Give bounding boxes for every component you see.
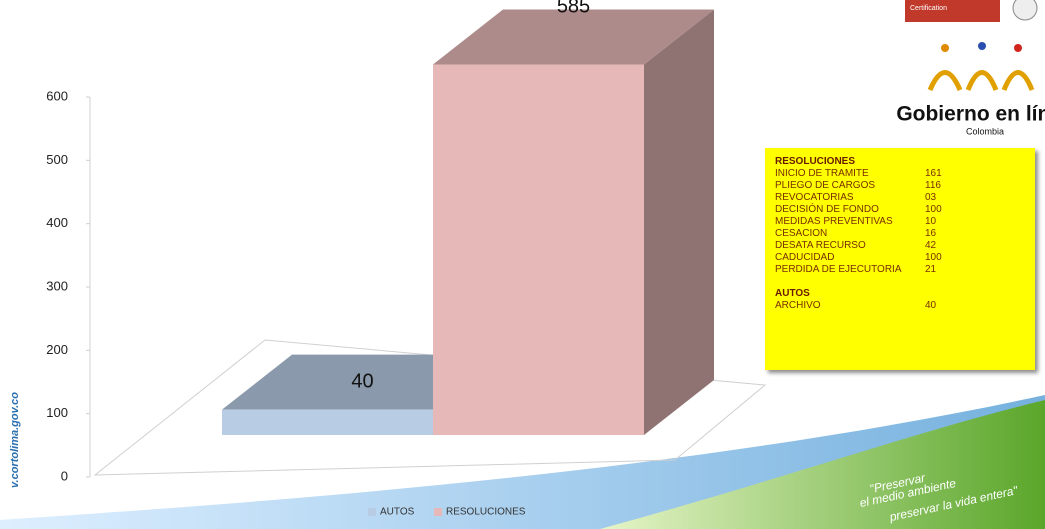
info-value: 116 (925, 180, 941, 191)
logo-country: Colombia (966, 126, 1004, 136)
info-title: RESOLUCIONES (775, 156, 856, 167)
info-label: DECISIÓN DE FONDO (775, 204, 879, 215)
legend-swatch (434, 508, 442, 516)
badge-text: Certification (910, 5, 947, 12)
website: v.cortolima.gov.co (9, 392, 21, 488)
legend-label: RESOLUCIONES (446, 507, 526, 518)
info-value: 40 (925, 300, 937, 311)
legend-swatch (368, 508, 376, 516)
info-label: CADUCIDAD (775, 252, 835, 263)
bar (433, 64, 644, 435)
info-label: CESACION (775, 228, 828, 239)
info-row: DECISIÓN DE FONDO 100 (775, 204, 1035, 216)
logo-name: Gobierno en línea (896, 103, 1045, 126)
decor-swoosh (600, 400, 1045, 529)
info-value: 21 (925, 264, 937, 275)
y-tick-label: 500 (46, 152, 68, 167)
info-title: AUTOS (775, 288, 810, 299)
logo-icon (941, 44, 949, 52)
bar-top (222, 354, 503, 410)
y-tick-label: 200 (46, 342, 68, 357)
legend-label: AUTOS (380, 507, 415, 518)
info-value: 42 (925, 240, 937, 251)
badge (905, 0, 1000, 22)
info-row: MEDIDAS PREVENTIVAS 10 (775, 216, 1035, 228)
seal (1012, 0, 1038, 21)
logo-icon (1014, 44, 1022, 52)
info-label: PERDIDA DE EJECUTORIA (775, 264, 902, 275)
info-box: RESOLUCIONES INICIO DE TRAMITE 161 PLIEGO … (765, 148, 1035, 370)
data-label: 40 (351, 370, 373, 392)
bar-side (644, 9, 714, 435)
info-value: 161 (925, 168, 942, 179)
info-label: REVOCATORIAS (775, 192, 854, 203)
info-label: ARCHIVO (775, 300, 821, 311)
floor (93, 339, 767, 476)
info-value: 10 (925, 216, 937, 227)
info-label: DESATA RECURSO (775, 240, 866, 251)
y-tick-label: 300 (46, 278, 68, 293)
info-row: ARCHIVO 40 (775, 300, 1035, 312)
info-value: 03 (925, 192, 937, 203)
y-tick-label: 400 (46, 215, 68, 230)
info-value: 100 (925, 252, 942, 263)
data-label: 585 (557, 0, 590, 17)
info-row: PERDIDA DE EJECUTORIA 21 (775, 264, 1035, 276)
y-tick-label: 0 (61, 468, 68, 483)
info-label: MEDIDAS PREVENTIVAS (775, 216, 893, 227)
y-tick-label: 100 (46, 405, 68, 420)
info-row: CADUCIDAD 100 (775, 252, 1035, 264)
y-tick-label: 600 (46, 88, 68, 103)
bar (222, 409, 433, 435)
info-value: 100 (925, 204, 942, 215)
info-row: CESACION 16 (775, 228, 1035, 240)
info-row: DESATA RECURSO 42 (775, 240, 1035, 252)
info-label: INICIO DE TRAMITE (775, 168, 869, 179)
logo-icon (927, 70, 1035, 92)
logo-icon (978, 42, 986, 50)
info-row: REVOCATORIAS 03 (775, 192, 1035, 204)
info-value: 16 (925, 228, 937, 239)
info-row: PLIEGO DE CARGOS 116 (775, 180, 1035, 192)
info-label: PLIEGO DE CARGOS (775, 180, 876, 191)
bar-top (433, 9, 714, 65)
info-row: INICIO DE TRAMITE 161 (775, 168, 1035, 180)
